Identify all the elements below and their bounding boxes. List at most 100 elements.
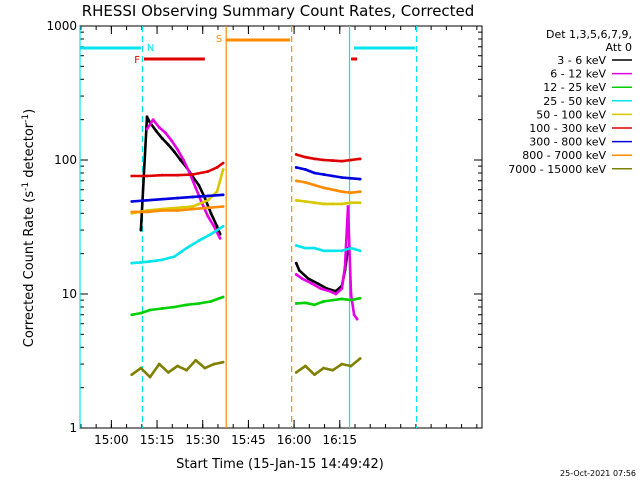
series-point-2 xyxy=(294,273,298,276)
series-point-1 xyxy=(145,115,149,119)
series-point-1 xyxy=(297,269,301,272)
series-point-3 xyxy=(303,301,307,305)
series-point-3 xyxy=(209,300,213,303)
series-point-1 xyxy=(215,224,219,228)
y-tick-label: 1 xyxy=(69,421,77,435)
series-point-8 xyxy=(349,191,353,195)
flare-label: F xyxy=(134,55,140,66)
series-point-1 xyxy=(197,183,201,187)
series-point-2 xyxy=(319,287,322,290)
series-point-5 xyxy=(349,201,353,205)
x-tick-label: 16:15 xyxy=(322,433,357,447)
series-point-3 xyxy=(173,305,176,309)
series-point-1 xyxy=(173,150,176,154)
series-point-6 xyxy=(221,161,225,165)
series-point-2 xyxy=(218,236,222,240)
series-point-2 xyxy=(300,277,304,281)
series-point-2 xyxy=(151,118,155,122)
series-point-2 xyxy=(176,147,179,151)
series-point-9 xyxy=(148,375,152,379)
series-point-2 xyxy=(194,186,198,190)
series-point-2 xyxy=(346,205,350,208)
legend-header-attenuator: Att 0 xyxy=(606,41,632,54)
series-point-4 xyxy=(130,261,134,265)
y-axis-label-main: Corrected Count Rate (s xyxy=(22,191,37,348)
series-point-2 xyxy=(169,139,173,142)
y-axis-label-mid: detector xyxy=(22,122,37,182)
y-axis-label-end: ) xyxy=(22,109,37,114)
series-point-7 xyxy=(160,197,164,201)
x-tick-label: 15:30 xyxy=(185,433,220,447)
series-point-3 xyxy=(185,303,188,307)
series-point-9 xyxy=(185,368,188,372)
series-point-7 xyxy=(294,166,298,169)
series-point-3 xyxy=(331,298,335,302)
series-point-8 xyxy=(176,209,179,212)
series-point-9 xyxy=(303,364,307,368)
series-line-3-segment-2 xyxy=(296,296,361,307)
series-point-5 xyxy=(206,198,210,202)
series-point-1 xyxy=(160,136,164,140)
series-line-6-segment-2 xyxy=(295,153,361,163)
series-line-1-segment-2 xyxy=(295,247,350,293)
series-point-4 xyxy=(173,255,176,259)
series-point-8 xyxy=(340,190,344,194)
legend-entry-label: 300 - 800 keV xyxy=(529,136,606,149)
series-point-6 xyxy=(191,173,195,176)
series-point-5 xyxy=(322,202,326,206)
series-point-7 xyxy=(322,173,326,176)
series-point-2 xyxy=(310,281,313,285)
chart-title: RHESSI Observing Summary Count Rates, Co… xyxy=(82,2,475,20)
series-point-2 xyxy=(340,287,344,290)
series-line-4-segment-2 xyxy=(295,244,361,253)
series-point-7 xyxy=(145,198,149,202)
series-point-9 xyxy=(176,364,179,368)
series-line-3-segment-1 xyxy=(131,295,224,317)
series-point-5 xyxy=(221,168,225,171)
series-point-1 xyxy=(139,228,143,232)
series-line-2-segment-2 xyxy=(295,205,359,320)
legend-entry-label: 100 - 300 keV xyxy=(529,122,606,135)
series-point-4 xyxy=(197,239,201,243)
series-point-3 xyxy=(340,297,344,301)
series-point-4 xyxy=(294,244,298,247)
series-point-4 xyxy=(303,246,307,250)
series-point-1 xyxy=(316,281,319,285)
legend-entry-label: 3 - 6 keV xyxy=(557,54,606,67)
series-line-9-segment-1 xyxy=(131,358,224,379)
legend-header-detectors: Det 1,3,5,6,7,9, xyxy=(546,28,632,41)
y-tick-label: 100 xyxy=(54,153,77,167)
x-tick-label: 15:15 xyxy=(140,433,175,447)
x-axis-label: Start Time (15-Jan-15 14:49:42) xyxy=(176,457,384,472)
series-point-6 xyxy=(145,174,149,178)
series-point-5 xyxy=(191,205,195,208)
series-point-9 xyxy=(331,368,335,372)
series-point-3 xyxy=(197,302,201,305)
series-point-6 xyxy=(130,174,134,178)
series-line-2-segment-1 xyxy=(145,118,222,239)
series-point-8 xyxy=(303,181,307,184)
y-axis-label-sup2: -1 xyxy=(21,114,31,123)
series-point-6 xyxy=(303,155,307,159)
y-axis-label: Corrected Count Rate (s-1 detector-1) xyxy=(21,109,37,347)
night-label: N xyxy=(147,43,154,54)
series-point-5 xyxy=(176,206,179,210)
series-point-3 xyxy=(130,313,134,317)
series-line-8-segment-2 xyxy=(295,179,361,194)
series-point-4 xyxy=(340,249,344,253)
series-point-9 xyxy=(194,358,198,362)
series-point-5 xyxy=(303,200,307,203)
legend-entry-label: 25 - 50 keV xyxy=(543,95,606,108)
series-point-4 xyxy=(358,249,362,253)
series-point-3 xyxy=(221,295,225,299)
series-point-4 xyxy=(313,246,316,250)
series-point-5 xyxy=(294,198,298,202)
series-point-3 xyxy=(139,311,143,315)
y-tick-label: 10 xyxy=(62,287,77,301)
series-point-2 xyxy=(355,317,359,321)
series-point-7 xyxy=(349,176,353,180)
series-point-2 xyxy=(343,265,347,269)
series-point-1 xyxy=(307,277,310,281)
series-point-5 xyxy=(340,202,344,206)
series-point-4 xyxy=(139,261,143,264)
